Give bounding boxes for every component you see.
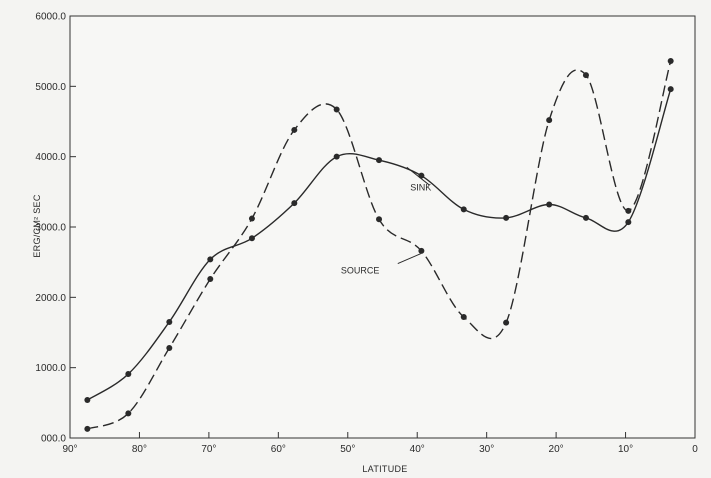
source-data-point (376, 216, 383, 223)
source-data-point (625, 207, 632, 214)
source-data-point (582, 72, 589, 79)
x-tick-label: 40° (410, 444, 425, 455)
sink-data-point (667, 86, 674, 93)
x-tick-label: 10° (618, 444, 633, 455)
source-data-point (207, 276, 214, 283)
sink-data-point (248, 235, 255, 242)
sink-data-point (546, 201, 553, 208)
source-data-point (503, 319, 510, 326)
sink-data-point (460, 206, 467, 213)
sink-data-point (291, 200, 298, 207)
sink-leader-line (406, 166, 430, 186)
sink-series-label: SINK (410, 182, 431, 192)
source-data-point (418, 247, 425, 254)
y-tick-label: 2000.0 (35, 293, 66, 304)
source-data-point (84, 425, 91, 432)
sink-data-point (418, 172, 425, 179)
source-leader-line (397, 253, 421, 265)
x-tick-label: 50° (340, 444, 355, 455)
source-data-point (333, 106, 340, 113)
sink-data-point (84, 397, 91, 404)
source-data-point (166, 344, 173, 351)
y-axis-title: ERG/CM² SEC (32, 194, 42, 258)
x-tick-label: 30° (479, 444, 494, 455)
x-tick-label: 20° (549, 444, 564, 455)
y-tick-label: 4000.0 (35, 152, 66, 163)
y-tick-label: 5000.0 (35, 82, 66, 93)
x-tick-label: 70° (201, 444, 216, 455)
sink-data-point (125, 370, 132, 377)
y-tick-label: 1000.0 (35, 363, 66, 374)
sink-data-point (503, 214, 510, 221)
x-tick-label: 90° (62, 444, 77, 455)
source-data-point (460, 314, 467, 321)
source-data-point (667, 58, 674, 65)
source-data-point (546, 117, 553, 124)
source-series-label: SOURCE (341, 265, 380, 275)
source-data-point (291, 126, 298, 133)
x-tick-label: 80° (132, 444, 147, 455)
y-tick-label: 3000.0 (35, 223, 66, 234)
plot-frame (69, 15, 696, 439)
x-tick-label: 60° (271, 444, 286, 455)
sink-data-point (333, 153, 340, 160)
sink-data-point (166, 318, 173, 325)
sink-data-point (207, 256, 214, 263)
sink-data-point (582, 214, 589, 221)
x-tick-label: 0 (692, 444, 698, 455)
source-data-point (125, 410, 132, 417)
source-data-point (248, 215, 255, 222)
sink-data-point (376, 157, 383, 164)
x-axis-title: LATITUDE (362, 464, 407, 474)
sink-data-point (625, 219, 632, 226)
y-tick-label: 6000.0 (35, 12, 66, 23)
y-tick-label: 000.0 (41, 434, 66, 445)
